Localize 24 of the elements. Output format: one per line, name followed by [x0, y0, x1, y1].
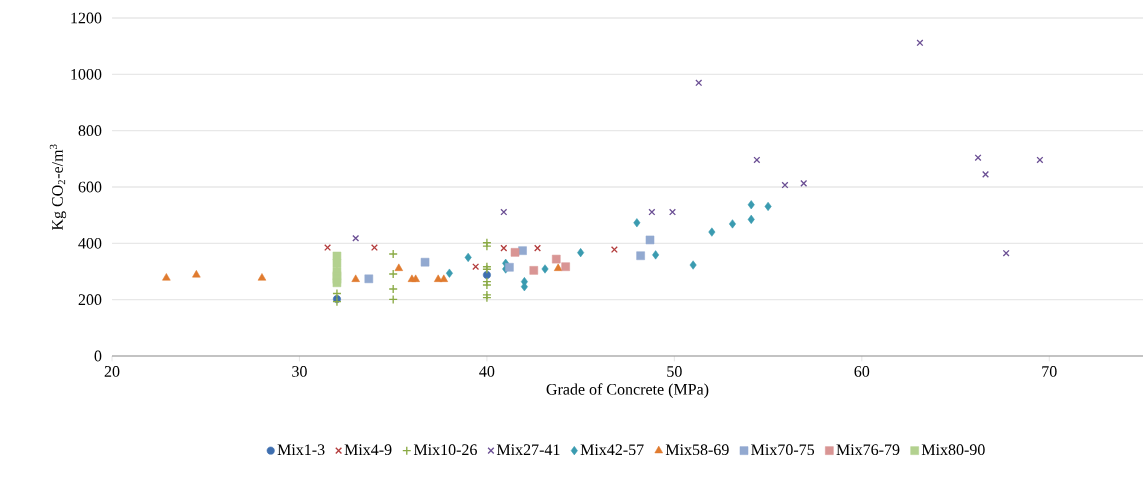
y-tick-label: 200	[78, 294, 102, 306]
y-tick-label: 0	[94, 350, 102, 362]
legend-label: Mix58-69	[665, 444, 729, 456]
legend-label: Mix27-41	[496, 444, 560, 455]
legend-label: Mix4-9	[344, 444, 392, 456]
legend-label: Mix70-75	[751, 444, 815, 456]
y-tick-label: 800	[78, 125, 102, 137]
x-tick-label: 30	[292, 366, 307, 377]
legend-label: Mix80-90	[921, 444, 985, 456]
legend-label: Mix10-26	[413, 444, 477, 456]
y-tick-label: 1000	[71, 68, 102, 80]
legend-label: Mix1-3	[277, 444, 325, 456]
x-tick-label: 50	[667, 366, 682, 377]
x-tick-label: 60	[854, 366, 870, 377]
x-tick-label: 70	[1042, 366, 1057, 377]
x-tick-label: 20	[104, 366, 120, 377]
x-axis-title: Grade of Concrete (MPa)	[546, 383, 709, 398]
y-tick-label: 1200	[71, 12, 102, 24]
y-axis-title: Kg CO$_{2}$-e/m$^{3}$	[49, 144, 67, 231]
legend-label: Mix42-57	[580, 444, 644, 456]
y-tick-label: 600	[78, 181, 102, 193]
legend-label: Mix76-79	[836, 444, 900, 456]
y-tick-label: 400	[78, 237, 102, 249]
x-tick-label: 40	[479, 366, 495, 377]
